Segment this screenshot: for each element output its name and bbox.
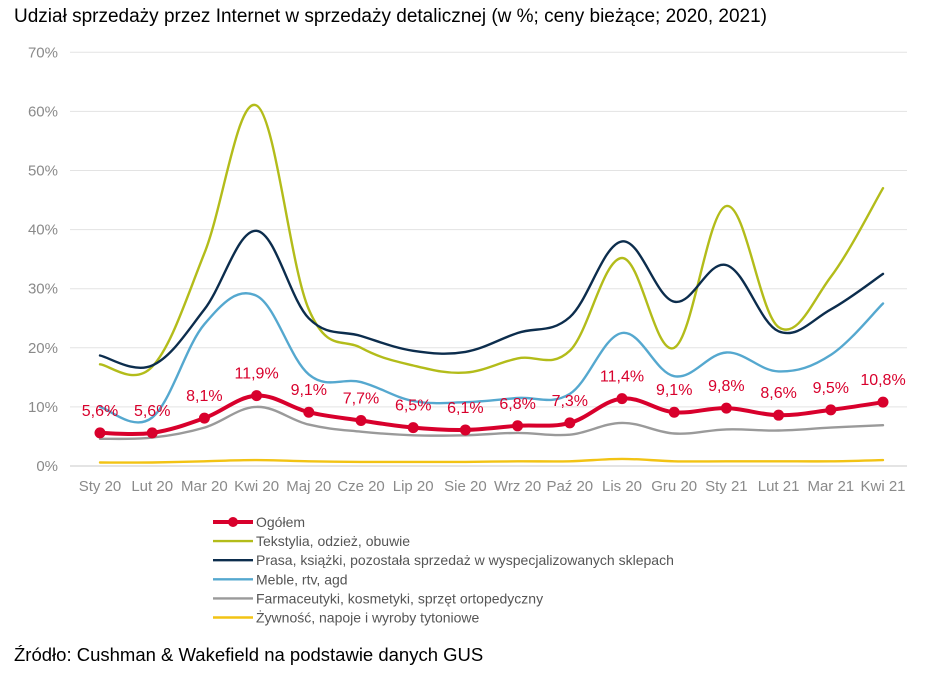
x-tick-label: Sty 20 [79,478,122,495]
data-label: 9,1% [656,382,692,399]
data-point [564,417,576,429]
data-label: 9,1% [291,382,327,399]
legend-label: Farmaceutyki, kosmetyki, sprzęt ortopedy… [256,590,543,606]
data-point [251,390,263,402]
data-label: 6,8% [499,396,535,413]
data-point [94,427,106,439]
x-axis: Sty 20 Lut 20 Mar 20 Kwi 20 Maj 20 Cze 20 Lip … [70,465,907,495]
data-label: 5,6% [134,403,170,420]
x-tick-label: Lut 20 [131,478,173,495]
legend: Ogółem Tekstylia, odzież, obuwie Prasa, ks… [213,514,674,626]
data-label: 11,9% [235,366,279,383]
x-tick-label: Paź 20 [546,478,593,495]
data-point [407,422,419,434]
data-label: 7,7% [343,390,379,407]
x-tick-label: Kwi 21 [860,478,905,495]
x-tick-label: Lut 21 [758,478,800,495]
y-tick-label: 20% [28,340,58,357]
x-tick-label: Kwi 20 [234,478,279,495]
data-labels: 5,6% 5,6% 8,1% 11,9% 9,1% 7,7% 6,5% 6,1% 6,8% 7,3… [82,366,906,420]
data-label: 11,4% [600,369,644,386]
series-line [98,405,885,441]
data-label: 5,6% [82,403,118,420]
data-label: 8,6% [760,385,796,402]
data-label: 9,5% [813,380,849,397]
x-tick-label: Maj 20 [286,478,331,495]
series-markers [94,390,889,439]
series-line [98,229,885,369]
series-line [98,291,885,424]
data-point [146,427,158,439]
data-point [773,409,785,421]
y-tick-label: 10% [28,399,58,416]
data-label: 10,8% [860,372,905,389]
data-point [355,414,367,426]
x-tick-label: Gru 20 [651,478,697,495]
x-tick-label: Cze 20 [337,478,385,495]
data-point [877,396,889,408]
series-lines [98,103,885,464]
data-point [668,406,680,418]
legend-label: Ogółem [256,514,305,530]
series-line [98,393,885,437]
x-tick-label: Lis 20 [602,478,642,495]
legend-label: Meble, rtv, agd [256,571,348,587]
legend-label: Żywność, napoje i wyroby tytoniowe [256,609,480,626]
data-point [303,406,315,418]
legend-label: Tekstylia, odzież, obuwie [256,533,410,549]
y-tick-label: 60% [28,103,58,120]
legend-label: Prasa, książki, pozostała sprzedaż w wys… [256,552,674,568]
x-tick-label: Sty 21 [705,478,748,495]
data-label: 6,5% [395,398,431,415]
source-note: Źródło: Cushman & Wakefield na podstawie… [14,644,484,665]
data-point [512,420,524,432]
y-tick-label: 40% [28,222,58,239]
y-tick-label: 70% [28,44,58,61]
legend-marker [228,517,238,527]
data-point [720,402,732,414]
data-label: 8,1% [186,388,222,405]
data-point [459,424,471,436]
series-line [98,103,885,377]
x-tick-label: Sie 20 [444,478,487,495]
gridlines [70,51,907,408]
y-tick-label: 30% [28,281,58,298]
y-axis: 0% 10% 20% 30% 40% 50% 60% 70% [28,44,58,475]
data-label: 7,3% [552,393,588,410]
x-tick-label: Wrz 20 [494,478,541,495]
series-line [98,457,885,464]
data-label: 9,8% [708,378,744,395]
x-tick-label: Lip 20 [393,478,434,495]
data-label: 6,1% [447,400,483,417]
data-point [616,393,628,405]
x-tick-label: Mar 21 [807,478,854,495]
y-tick-label: 0% [36,458,58,475]
y-tick-label: 50% [28,163,58,180]
x-tick-label: Mar 20 [181,478,228,495]
chart-title: Udział sprzedaży przez Internet w sprzed… [14,6,767,27]
data-point [198,412,210,424]
data-point [825,404,837,416]
